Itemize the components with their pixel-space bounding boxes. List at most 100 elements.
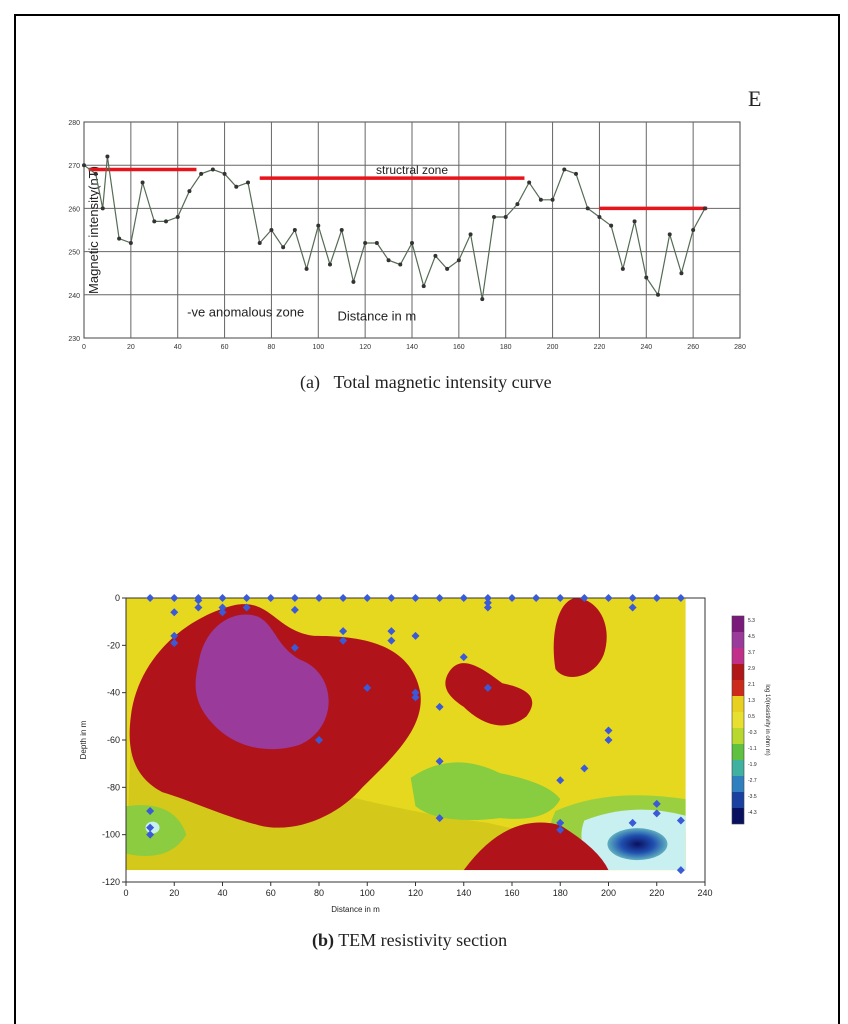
y-tick-label: -100	[102, 830, 120, 840]
x-tick-label: 220	[649, 888, 664, 898]
colorbar-tick-label: 3.7	[748, 650, 755, 656]
colorbar-swatch	[732, 744, 744, 760]
station-marker	[170, 594, 179, 602]
x-tick-label: 100	[360, 888, 375, 898]
station-marker	[339, 627, 348, 636]
colorbar-tick-label: 0.5	[748, 714, 755, 720]
y-tick-label: 270	[68, 163, 80, 170]
data-point	[339, 228, 344, 232]
y-tick-label: -40	[107, 688, 120, 698]
station-marker	[411, 594, 420, 602]
colorbar-tick-label: -1.1	[748, 746, 757, 752]
y-tick-label: 260	[68, 206, 80, 213]
station-marker	[170, 638, 179, 647]
station-marker	[652, 809, 661, 818]
station-marker	[652, 799, 661, 808]
data-point	[527, 180, 532, 185]
y-tick-label: 280	[68, 120, 80, 127]
station-marker	[435, 814, 444, 823]
data-point	[93, 171, 98, 176]
caption-a: (a) Total magnetic intensity curve	[300, 372, 552, 393]
station-marker	[483, 683, 492, 692]
colorbar-tick-label: 2.1	[748, 682, 755, 688]
data-point	[421, 284, 426, 289]
caption-b-title: TEM resistivity section	[338, 930, 508, 950]
station-marker	[435, 757, 444, 766]
station-marker	[556, 818, 565, 827]
red-lens-center	[445, 663, 533, 726]
x-tick-label: 140	[456, 888, 471, 898]
data-point	[100, 206, 105, 211]
station-marker	[483, 598, 492, 607]
data-point	[632, 219, 637, 224]
y-tick-label: -60	[107, 735, 120, 745]
magnetic-intensity-chart: 0 20 40 60 80 100 120 140 160 180 200 220 240 260 280 2…	[68, 120, 746, 351]
data-point	[304, 266, 309, 271]
colorbar-tick-label: 1.3	[748, 698, 755, 704]
data-point	[492, 215, 496, 220]
station-marker	[194, 603, 203, 612]
colorbar-swatch	[732, 632, 744, 648]
x-tick-label: 220	[594, 344, 606, 351]
colorbar-tick-label: 4.5	[748, 634, 755, 640]
station-marker	[170, 608, 179, 617]
data-point	[269, 228, 274, 232]
data-point	[503, 215, 508, 220]
x-tick-label: 180	[500, 344, 512, 351]
station-marker	[315, 736, 323, 744]
x-tick-label: 120	[408, 888, 423, 898]
station-marker	[435, 702, 444, 711]
station-marker	[387, 627, 396, 636]
colorbar-label: log 10(resistivity in ohm m)	[764, 684, 770, 755]
data-point	[316, 223, 321, 228]
data-point	[456, 258, 461, 263]
x-tick-label: 100	[312, 344, 324, 351]
annotation-anomalous-zone: -ve anomalous zone	[187, 304, 304, 319]
data-point	[164, 219, 168, 224]
caption-a-prefix: (a)	[300, 372, 320, 392]
x-tick-label: 200	[601, 888, 616, 898]
station-marker	[411, 631, 420, 640]
data-point	[574, 171, 578, 176]
data-point	[246, 180, 250, 185]
colorbar-tick-label: 2.9	[748, 666, 755, 672]
colorbar-tick-label: 5.3	[748, 618, 755, 624]
data-point	[187, 189, 192, 194]
colorbar-swatch	[732, 616, 744, 632]
data-point	[691, 228, 696, 232]
data-point	[175, 215, 180, 220]
panel-letter: E	[748, 86, 762, 111]
red-zone-top-right	[553, 598, 607, 677]
x-tick-label: 60	[221, 344, 229, 351]
data-point	[234, 184, 239, 189]
data-point	[656, 292, 660, 297]
station-marker	[676, 816, 685, 825]
station-marker	[580, 594, 589, 602]
station-marker	[218, 594, 227, 602]
data-point	[445, 266, 450, 271]
colorbar-swatch	[732, 760, 744, 776]
x-tick-label: 20	[169, 888, 179, 898]
data-point	[468, 232, 473, 237]
station-marker	[218, 603, 227, 612]
station-marker	[363, 683, 372, 692]
colorbar-swatch	[732, 696, 744, 712]
tem-resistivity-chart: 0 20 40 60 80 100 120 140 160 180 200 220 240 0 -20 -40…	[79, 593, 770, 914]
station-marker	[604, 736, 613, 744]
data-point	[363, 240, 368, 245]
contour-fill	[126, 598, 686, 871]
station-marker	[435, 594, 444, 602]
data-point	[515, 202, 520, 207]
data-point	[679, 271, 684, 276]
colorbar-swatch	[732, 808, 744, 824]
station-marker	[146, 823, 155, 832]
caption-b-prefix: (b)	[312, 930, 334, 950]
station-marker	[628, 603, 637, 612]
data-point	[128, 240, 133, 245]
data-point	[398, 262, 403, 267]
station-marker	[676, 866, 685, 875]
station-marker	[146, 807, 155, 815]
x-tick-label: 80	[314, 888, 324, 898]
colorbar-swatch	[732, 776, 744, 792]
data-point	[585, 206, 590, 211]
